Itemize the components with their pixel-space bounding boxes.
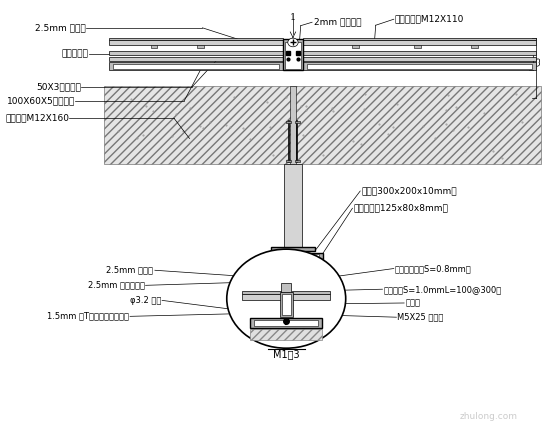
Bar bbox=[414, 44, 421, 48]
Text: 1.5mm 鄂T形唐展层（糊化）: 1.5mm 鄂T形唐展层（糊化） bbox=[47, 312, 129, 321]
Bar bbox=[286, 121, 291, 124]
Bar bbox=[284, 42, 301, 69]
Circle shape bbox=[288, 38, 298, 47]
Bar bbox=[304, 51, 536, 54]
Bar bbox=[250, 318, 323, 328]
Bar bbox=[109, 57, 283, 61]
Bar bbox=[284, 164, 302, 248]
Text: 化学锂欺M12X160: 化学锂欺M12X160 bbox=[5, 114, 69, 123]
Circle shape bbox=[227, 249, 346, 348]
Bar bbox=[109, 62, 283, 70]
Text: 轉板（300x200x10mm）: 轉板（300x200x10mm） bbox=[362, 187, 458, 196]
Text: zhulong.com: zhulong.com bbox=[460, 412, 518, 421]
Text: φ3.2 刷钉: φ3.2 刷钉 bbox=[130, 296, 161, 305]
Bar bbox=[352, 44, 359, 48]
Text: 1: 1 bbox=[290, 13, 296, 22]
Bar bbox=[304, 38, 536, 40]
Text: 100X60X5方形鄂管: 100X60X5方形鄂管 bbox=[7, 96, 74, 105]
Bar bbox=[281, 283, 291, 292]
Text: 1: 1 bbox=[283, 341, 290, 349]
Text: 密封条（S=1.0mmL=100@300）: 密封条（S=1.0mmL=100@300） bbox=[384, 285, 502, 294]
Bar bbox=[109, 38, 283, 40]
Bar bbox=[282, 294, 291, 315]
Text: M5X25 自攻锂: M5X25 自攻锂 bbox=[398, 313, 444, 322]
Text: 50X3方形鄂棒: 50X3方形鄂棒 bbox=[36, 83, 81, 91]
Text: 不锈锂紧固M12X110: 不锈锂紧固M12X110 bbox=[395, 15, 464, 24]
Text: C3: C3 bbox=[534, 56, 543, 67]
Text: 履座合金属（S=0.8mm）: 履座合金属（S=0.8mm） bbox=[395, 264, 472, 273]
Bar bbox=[254, 320, 318, 326]
Text: 2.5mm 鄂单板: 2.5mm 鄂单板 bbox=[106, 266, 153, 275]
Bar bbox=[250, 329, 323, 340]
Text: 鄂板支撑座: 鄂板支撑座 bbox=[62, 50, 88, 59]
Text: M1：3: M1：3 bbox=[273, 349, 300, 359]
Text: 1.5: 1.5 bbox=[281, 278, 292, 284]
Bar bbox=[472, 44, 478, 48]
Bar bbox=[271, 247, 315, 251]
Bar bbox=[290, 86, 296, 164]
Bar bbox=[113, 64, 279, 69]
Bar bbox=[263, 253, 323, 259]
Bar bbox=[292, 291, 330, 293]
Bar bbox=[267, 254, 319, 258]
Text: 2.5mm 鄂单板: 2.5mm 鄂单板 bbox=[35, 23, 86, 32]
Text: 角尼龙: 角尼龙 bbox=[405, 299, 420, 308]
Bar bbox=[279, 292, 293, 317]
Bar bbox=[151, 44, 157, 48]
Bar bbox=[304, 62, 536, 70]
Bar bbox=[281, 255, 286, 258]
Bar bbox=[109, 40, 283, 44]
Bar bbox=[286, 159, 291, 162]
Bar bbox=[304, 57, 536, 61]
Text: 2mm 锂盖外座: 2mm 锂盖外座 bbox=[314, 18, 361, 27]
Text: 轉座底板（125x80x8mm）: 轉座底板（125x80x8mm） bbox=[353, 204, 449, 213]
Bar bbox=[295, 159, 300, 162]
Bar bbox=[307, 64, 533, 69]
Bar bbox=[283, 39, 304, 70]
Bar bbox=[295, 121, 300, 124]
Bar bbox=[300, 255, 305, 258]
Bar bbox=[197, 44, 204, 48]
Bar bbox=[104, 86, 541, 164]
Bar bbox=[304, 40, 536, 44]
Bar bbox=[242, 291, 281, 293]
Bar bbox=[109, 51, 283, 54]
Bar bbox=[292, 293, 330, 300]
Text: 2.5mm 鄂单板外形: 2.5mm 鄂单板外形 bbox=[87, 281, 144, 290]
Bar bbox=[242, 293, 281, 300]
